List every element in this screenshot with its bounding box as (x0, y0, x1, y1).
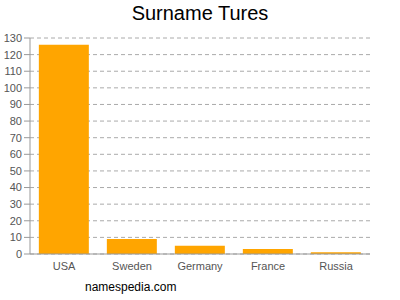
svg-text:50: 50 (10, 165, 22, 177)
svg-text:80: 80 (10, 115, 22, 127)
svg-text:Germany: Germany (177, 260, 223, 272)
svg-text:France: France (251, 260, 285, 272)
svg-text:130: 130 (8, 32, 22, 44)
html-text:Surname Tures: Surname Tures (131, 2, 269, 24)
svg-text:110: 110 (8, 65, 22, 77)
svg-text:40: 40 (10, 181, 22, 193)
svg-text:0: 0 (16, 248, 22, 260)
svg-text:60: 60 (10, 148, 22, 160)
svg-text:Sweden: Sweden (112, 260, 152, 272)
svg-text:90: 90 (10, 98, 22, 110)
svg-text:10: 10 (10, 231, 22, 243)
svg-text:70: 70 (10, 132, 22, 144)
svg-text:30: 30 (10, 198, 22, 210)
svg-text:120: 120 (8, 49, 22, 61)
svg-text:100: 100 (8, 82, 22, 94)
svg-text:USA: USA (53, 260, 76, 272)
html-text:namespedia.com: namespedia.com (85, 280, 177, 294)
svg-text:Russia: Russia (319, 260, 354, 272)
svg-text:20: 20 (10, 215, 22, 227)
